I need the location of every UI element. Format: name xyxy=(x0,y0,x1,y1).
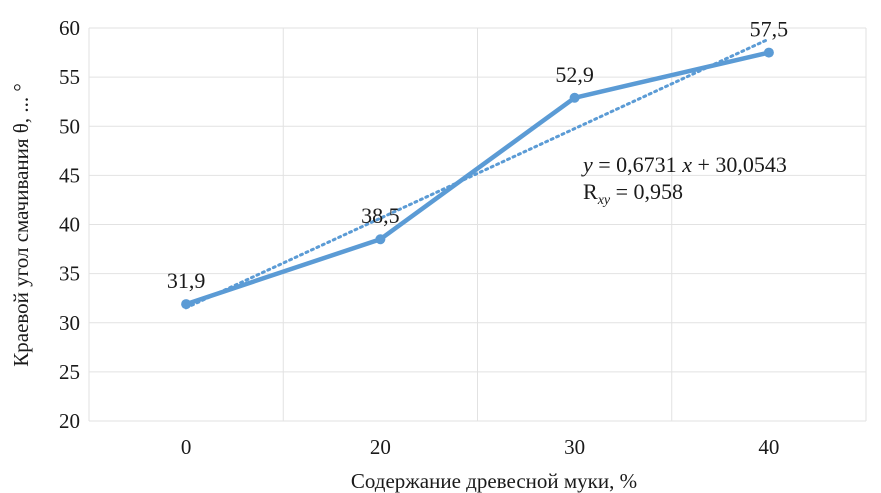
y-tick-label: 40 xyxy=(59,213,80,237)
y-axis-label: Краевой угол смачивания θ, ... ° xyxy=(9,83,33,367)
data-point xyxy=(569,92,580,103)
trendline-equation: y = 0,6731 x + 30,0543 xyxy=(581,152,787,177)
correlation-value: = 0,958 xyxy=(610,179,683,204)
data-point xyxy=(375,234,386,245)
data-label: 31,9 xyxy=(167,268,206,293)
data-label: 57,5 xyxy=(750,17,789,42)
equation-rest: + 30,0543 xyxy=(692,152,787,177)
data-point xyxy=(763,47,774,58)
series-line xyxy=(183,50,772,307)
equation-y: y xyxy=(581,152,593,177)
y-tick-label: 20 xyxy=(59,409,80,433)
data-label: 38,5 xyxy=(361,203,400,228)
x-tick-label: 0 xyxy=(181,435,192,459)
equation-mid: = 0,6731 xyxy=(593,152,682,177)
equation-x: x xyxy=(681,152,692,177)
correlation-subscript: xy xyxy=(597,193,611,208)
y-tick-label: 35 xyxy=(59,262,80,286)
y-tick-label: 25 xyxy=(59,360,80,384)
data-label: 52,9 xyxy=(555,62,594,87)
correlation-coefficient: Rxy = 0,958 xyxy=(583,179,683,208)
y-tick-label: 30 xyxy=(59,311,80,335)
grid xyxy=(88,27,867,422)
x-tick-label: 20 xyxy=(370,435,391,459)
y-tick-label: 55 xyxy=(59,65,80,89)
trendline-line xyxy=(184,37,771,310)
y-tick-label: 50 xyxy=(59,114,80,138)
trendline xyxy=(184,37,771,310)
series xyxy=(181,47,774,310)
x-tick-label: 30 xyxy=(564,435,585,459)
x-axis-label: Содержание древесной муки, % xyxy=(351,469,637,493)
x-tick-label: 40 xyxy=(758,435,779,459)
correlation-r: R xyxy=(583,179,598,204)
y-tick-label: 60 xyxy=(59,16,80,40)
data-point xyxy=(181,299,192,310)
x-axis: 0 20 30 40 xyxy=(181,435,780,459)
data-labels: 31,9 38,5 52,9 57,5 xyxy=(167,17,788,294)
y-axis: 20 25 30 35 40 45 50 55 60 xyxy=(59,16,80,433)
y-tick-label: 45 xyxy=(59,163,80,187)
